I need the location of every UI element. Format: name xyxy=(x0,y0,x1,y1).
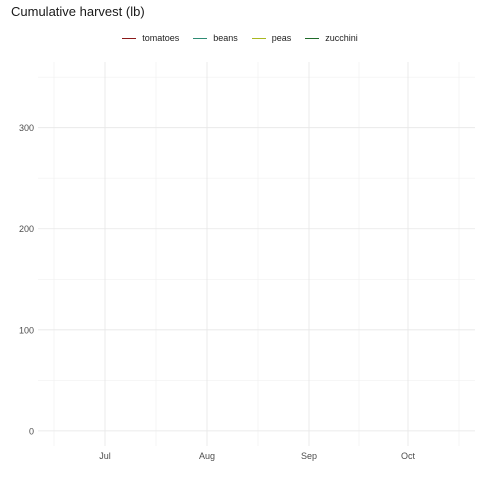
legend-item-peas: peas xyxy=(251,33,292,43)
legend-key-peas xyxy=(251,37,266,39)
legend-item-tomatoes: tomatoes xyxy=(122,33,179,43)
chart-title: Cumulative harvest (lb) xyxy=(11,4,145,19)
legend-item-beans: beans xyxy=(193,33,238,43)
x-tick-label: Jul xyxy=(99,451,111,461)
y-tick-label: 300 xyxy=(19,123,34,133)
y-tick-label: 100 xyxy=(19,325,34,335)
y-tick-label: 200 xyxy=(19,224,34,234)
x-tick-label: Sep xyxy=(301,451,317,461)
legend-key-tomatoes xyxy=(122,37,137,39)
legend: tomatoes beans peas zucchini xyxy=(0,33,480,43)
x-tick-label: Oct xyxy=(401,451,416,461)
legend-label-zucchini: zucchini xyxy=(325,33,358,43)
legend-label-beans: beans xyxy=(213,33,238,43)
legend-key-beans xyxy=(193,37,208,39)
x-tick-label: Aug xyxy=(199,451,215,461)
y-tick-label: 0 xyxy=(29,426,34,436)
legend-label-peas: peas xyxy=(271,33,292,43)
legend-key-zucchini xyxy=(305,37,320,39)
legend-label-tomatoes: tomatoes xyxy=(142,33,180,43)
legend-item-zucchini: zucchini xyxy=(305,33,358,43)
